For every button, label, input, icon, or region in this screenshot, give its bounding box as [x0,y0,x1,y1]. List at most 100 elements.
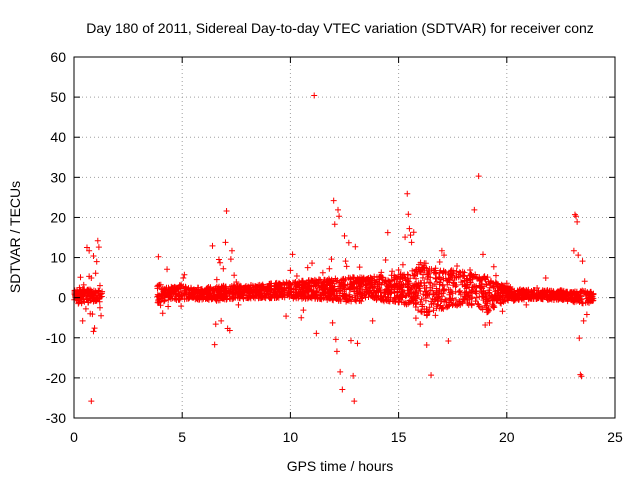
data-point [415,307,422,314]
data-point [423,341,430,348]
data-point [244,285,251,292]
data-point [581,278,588,285]
data-point [534,285,541,292]
data-point [289,251,296,258]
data-point [328,256,335,263]
data-point [347,337,354,344]
data-point [382,256,389,263]
data-point [363,277,370,284]
data-point [181,271,188,278]
data-point [218,317,225,324]
data-point [471,206,478,213]
data-point [492,272,499,279]
data-point [156,281,163,288]
data-point [523,301,530,308]
y-tick-label: -10 [46,330,66,346]
data-point [98,312,105,319]
data-point [486,319,493,326]
data-point [579,258,586,265]
data-point [88,398,95,405]
y-tick-label: -20 [46,370,66,386]
data-point [508,292,515,299]
data-point [432,312,439,319]
data-point [89,311,96,318]
data-point [412,315,419,322]
data-point [467,266,474,273]
data-point [441,252,448,259]
data-point [165,303,172,310]
data-point [155,253,162,260]
data-point [399,261,406,268]
data-point [389,268,396,275]
data-point [354,340,361,347]
chart-title: Day 180 of 2011, Sidereal Day-to-day VTE… [86,20,594,36]
data-point [408,239,415,246]
data-point [80,281,87,288]
x-tick-label: 20 [499,429,515,445]
data-point [547,293,554,300]
data-point [395,266,402,273]
data-point [342,258,349,265]
data-point [283,313,290,320]
x-axis-label: GPS time / hours [287,458,394,474]
data-point [76,284,83,291]
data-point [319,269,326,276]
data-point [341,232,348,239]
data-point [212,321,219,328]
data-point [90,252,97,259]
data-point [172,287,179,294]
data-point [343,263,350,270]
y-tick-label: -30 [46,410,66,426]
data-point [92,270,99,277]
data-point [326,265,333,272]
data-point [419,264,426,271]
data-point [96,304,103,311]
data-point [231,272,238,279]
data-point [573,213,580,220]
data-point [570,247,577,254]
data-point [157,302,164,309]
data-point [542,275,549,282]
data-point [580,317,587,324]
y-tick-label: 10 [50,250,66,266]
data-point [85,299,92,306]
data-point [373,274,380,281]
data-point [417,321,424,328]
data-point [410,229,417,236]
data-point [460,272,467,279]
data-point [575,252,582,259]
data-point [311,92,318,99]
data-point [213,276,220,283]
y-tick-label: 50 [50,89,66,105]
plot-frame [73,56,616,419]
data-point [88,275,95,282]
axis-ticks: 0 5 10 15 20 25 -30 -20 -10 0 10 20 30 40 50 60 [46,49,623,445]
data-point [215,256,222,263]
x-tick-label: 10 [283,429,299,445]
data-point [177,285,184,292]
data-point [333,348,340,355]
data-point [352,243,359,250]
data-point [223,208,230,215]
data-point [93,258,100,265]
data-point [331,221,338,228]
data-point [300,307,307,314]
data-point [586,299,593,306]
x-tick-label: 5 [178,429,186,445]
data-point [564,290,571,297]
data-point [404,190,411,197]
data-point [293,273,300,280]
data-point [158,286,165,293]
y-tick-label: 20 [50,209,66,225]
data-point [384,229,391,236]
data-point [332,336,339,343]
x-tick-label: 15 [391,429,407,445]
data-point [438,247,445,254]
data-point [159,310,166,317]
data-point [78,298,85,305]
data-point [482,321,489,328]
data-point [276,282,283,289]
data-point [77,274,84,281]
data-point [233,279,240,286]
data-point [86,247,93,254]
